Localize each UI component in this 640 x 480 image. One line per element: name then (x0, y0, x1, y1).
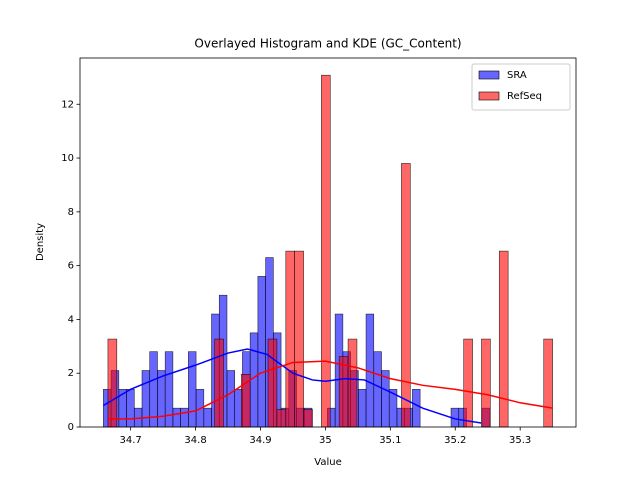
histogram-bar (463, 338, 473, 428)
x-tick-label: 35.2 (444, 435, 466, 446)
y-tick-label: 10 (61, 153, 74, 164)
x-tick-label: 34.7 (120, 435, 142, 446)
histogram-bar (412, 389, 421, 428)
histogram-bar (481, 338, 491, 428)
y-axis-label: Density (35, 223, 46, 261)
histogram-bar (338, 356, 349, 428)
histogram-bar (294, 250, 304, 428)
y-tick-label: 6 (68, 261, 74, 272)
y-tick-label: 8 (68, 207, 74, 218)
histogram-bar (214, 338, 224, 428)
histogram-bar (126, 389, 135, 428)
histogram-bar (347, 338, 358, 428)
x-tick-label: 34.9 (249, 435, 271, 446)
y-tick-label: 4 (68, 314, 74, 325)
y-tick-label: 0 (68, 422, 74, 433)
x-tick-label: 35 (319, 435, 332, 446)
histogram-bar (285, 250, 295, 428)
histogram-bar (172, 407, 181, 428)
histogram-bar (498, 250, 509, 428)
histogram-bar (157, 370, 166, 428)
histogram-bar (203, 407, 212, 428)
x-tick-label: 35.1 (379, 435, 401, 446)
kde-line (107, 360, 553, 420)
chart-title: Overlayed Histogram and KDE (GC_Content) (194, 37, 461, 51)
y-tick-label: 2 (68, 368, 74, 379)
histogram-bar (267, 338, 278, 428)
x-tick-label: 34.8 (184, 435, 206, 446)
histogram-bar (381, 370, 390, 428)
histogram-bar (180, 407, 189, 428)
histogram-bar (373, 351, 382, 428)
legend-swatch (478, 91, 500, 101)
histogram-bar (149, 351, 158, 428)
legend-label: SRA (507, 70, 527, 81)
histogram-bar (188, 351, 197, 428)
x-tick-label: 35.3 (509, 435, 531, 446)
histogram-bar (107, 338, 118, 428)
histogram-bar (543, 338, 553, 428)
histogram-bar (303, 409, 313, 428)
histogram-bar (276, 409, 287, 428)
plot-frame (79, 57, 577, 428)
legend-label: RefSeq (507, 91, 542, 102)
histogram-bar (358, 389, 367, 428)
legend-swatch (478, 70, 500, 80)
histogram-bar (321, 74, 331, 428)
histogram-bar (226, 370, 236, 428)
kde-line (102, 348, 482, 424)
histogram-bar (401, 163, 411, 428)
y-tick-label: 12 (61, 99, 74, 110)
x-axis-label: Value (314, 457, 341, 468)
